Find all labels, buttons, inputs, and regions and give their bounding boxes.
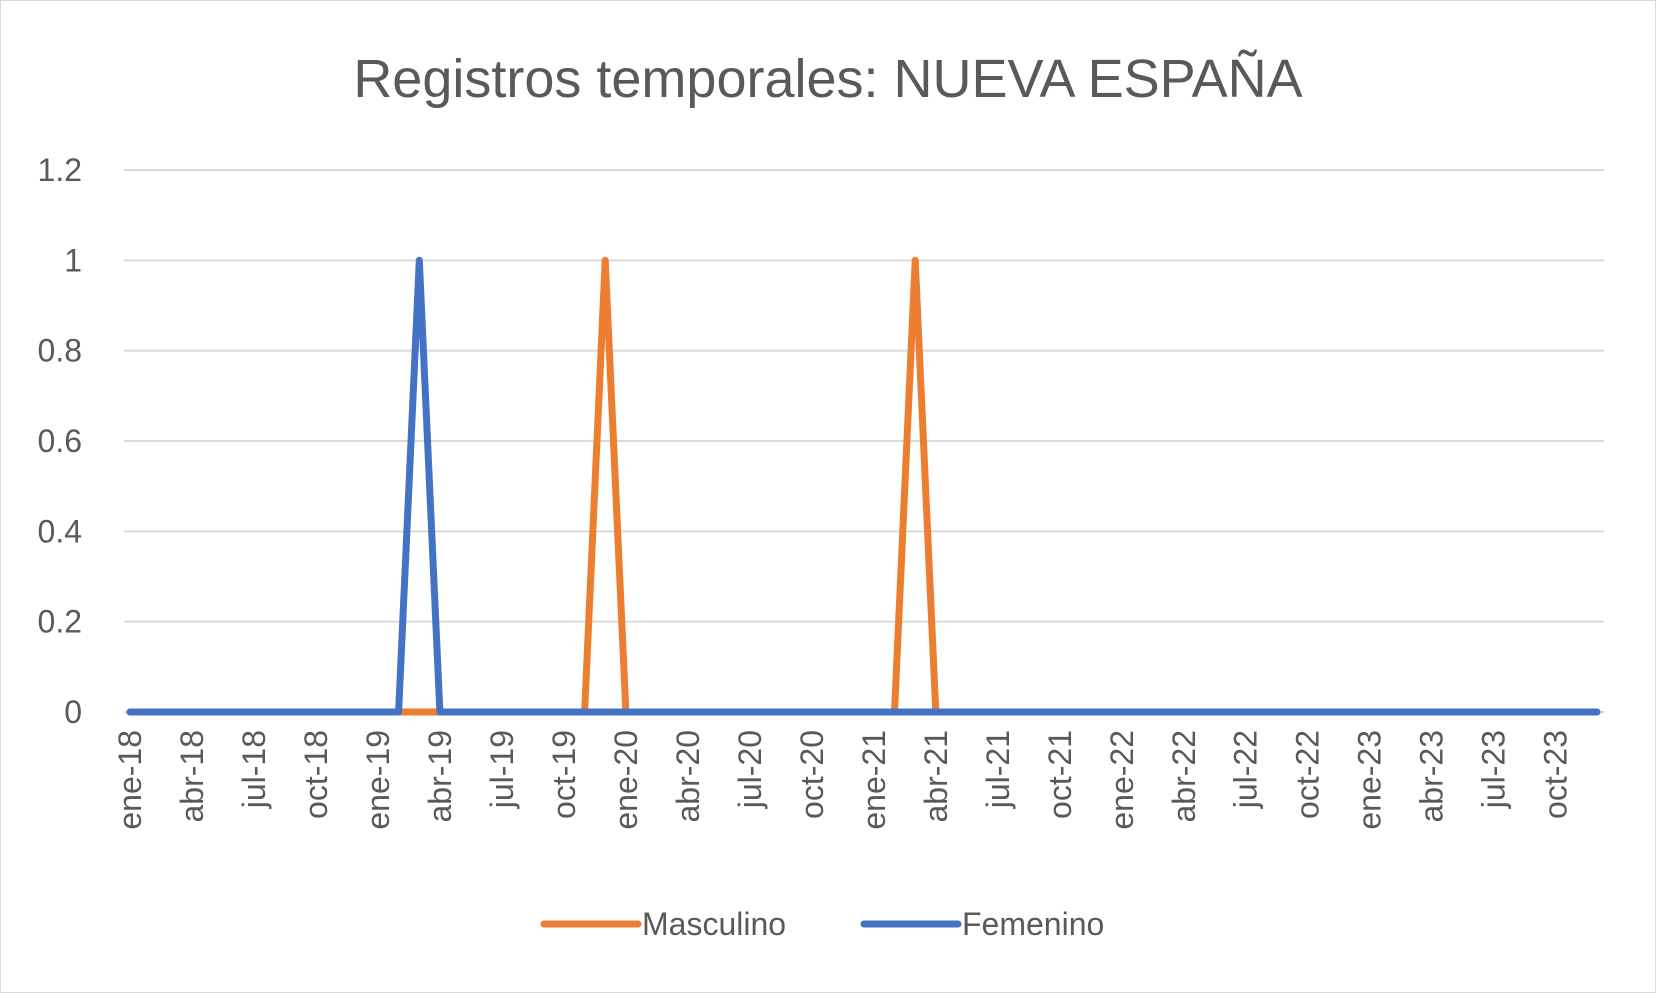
- x-tick-label: jul-21: [980, 730, 1016, 809]
- series-lines: [126, 256, 1601, 716]
- y-tick-label: 1: [64, 242, 82, 278]
- y-tick-label: 0: [64, 694, 82, 730]
- x-tick-label: jul-20: [732, 730, 768, 809]
- x-tick-label: abr-19: [422, 730, 458, 823]
- x-tick-label: ene-20: [608, 730, 644, 830]
- y-tick-label: 0.4: [38, 513, 82, 549]
- x-tick-label: jul-22: [1228, 730, 1264, 809]
- legend-label-femenino: Femenino: [962, 906, 1104, 942]
- x-tick-label: ene-19: [360, 730, 396, 830]
- y-tick-label: 0.8: [38, 333, 82, 369]
- y-tick-label: 1.2: [38, 152, 82, 188]
- x-tick-label: jul-19: [484, 730, 520, 809]
- x-tick-label: oct-23: [1538, 730, 1574, 819]
- x-tick-label: oct-20: [794, 730, 830, 819]
- y-axis-ticks: 0 0.2 0.4 0.6 0.8 1 1.2: [38, 152, 82, 730]
- x-tick-label: oct-22: [1290, 730, 1326, 819]
- x-tick-label: oct-21: [1042, 730, 1078, 819]
- legend: Masculino Femenino: [540, 906, 1104, 942]
- y-tick-label: 0.6: [38, 423, 82, 459]
- x-tick-label: abr-21: [918, 730, 954, 823]
- x-axis-ticks: ene-18 abr-18 jul-18 oct-18 ene-19 abr-19 jul-…: [112, 730, 1574, 830]
- x-tick-label: oct-18: [298, 730, 334, 819]
- gridlines: [124, 169, 1604, 713]
- series-line-femenino: [126, 256, 1601, 716]
- x-tick-label: ene-21: [856, 730, 892, 830]
- x-tick-label: abr-20: [670, 730, 706, 823]
- x-tick-label: abr-22: [1166, 730, 1202, 823]
- x-tick-label: ene-22: [1104, 730, 1140, 830]
- x-tick-label: oct-19: [546, 730, 582, 819]
- y-tick-label: 0.2: [38, 604, 82, 640]
- x-tick-label: jul-23: [1476, 730, 1512, 809]
- series-line-masculino: [126, 256, 1601, 716]
- x-tick-label: abr-18: [174, 730, 210, 823]
- x-tick-label: jul-18: [236, 730, 272, 809]
- x-tick-label: ene-23: [1352, 730, 1388, 830]
- legend-label-masculino: Masculino: [642, 906, 786, 942]
- chart-title: Registros temporales: NUEVA ESPAÑA: [353, 49, 1302, 109]
- x-tick-label: ene-18: [112, 730, 148, 830]
- x-tick-label: abr-23: [1414, 730, 1450, 823]
